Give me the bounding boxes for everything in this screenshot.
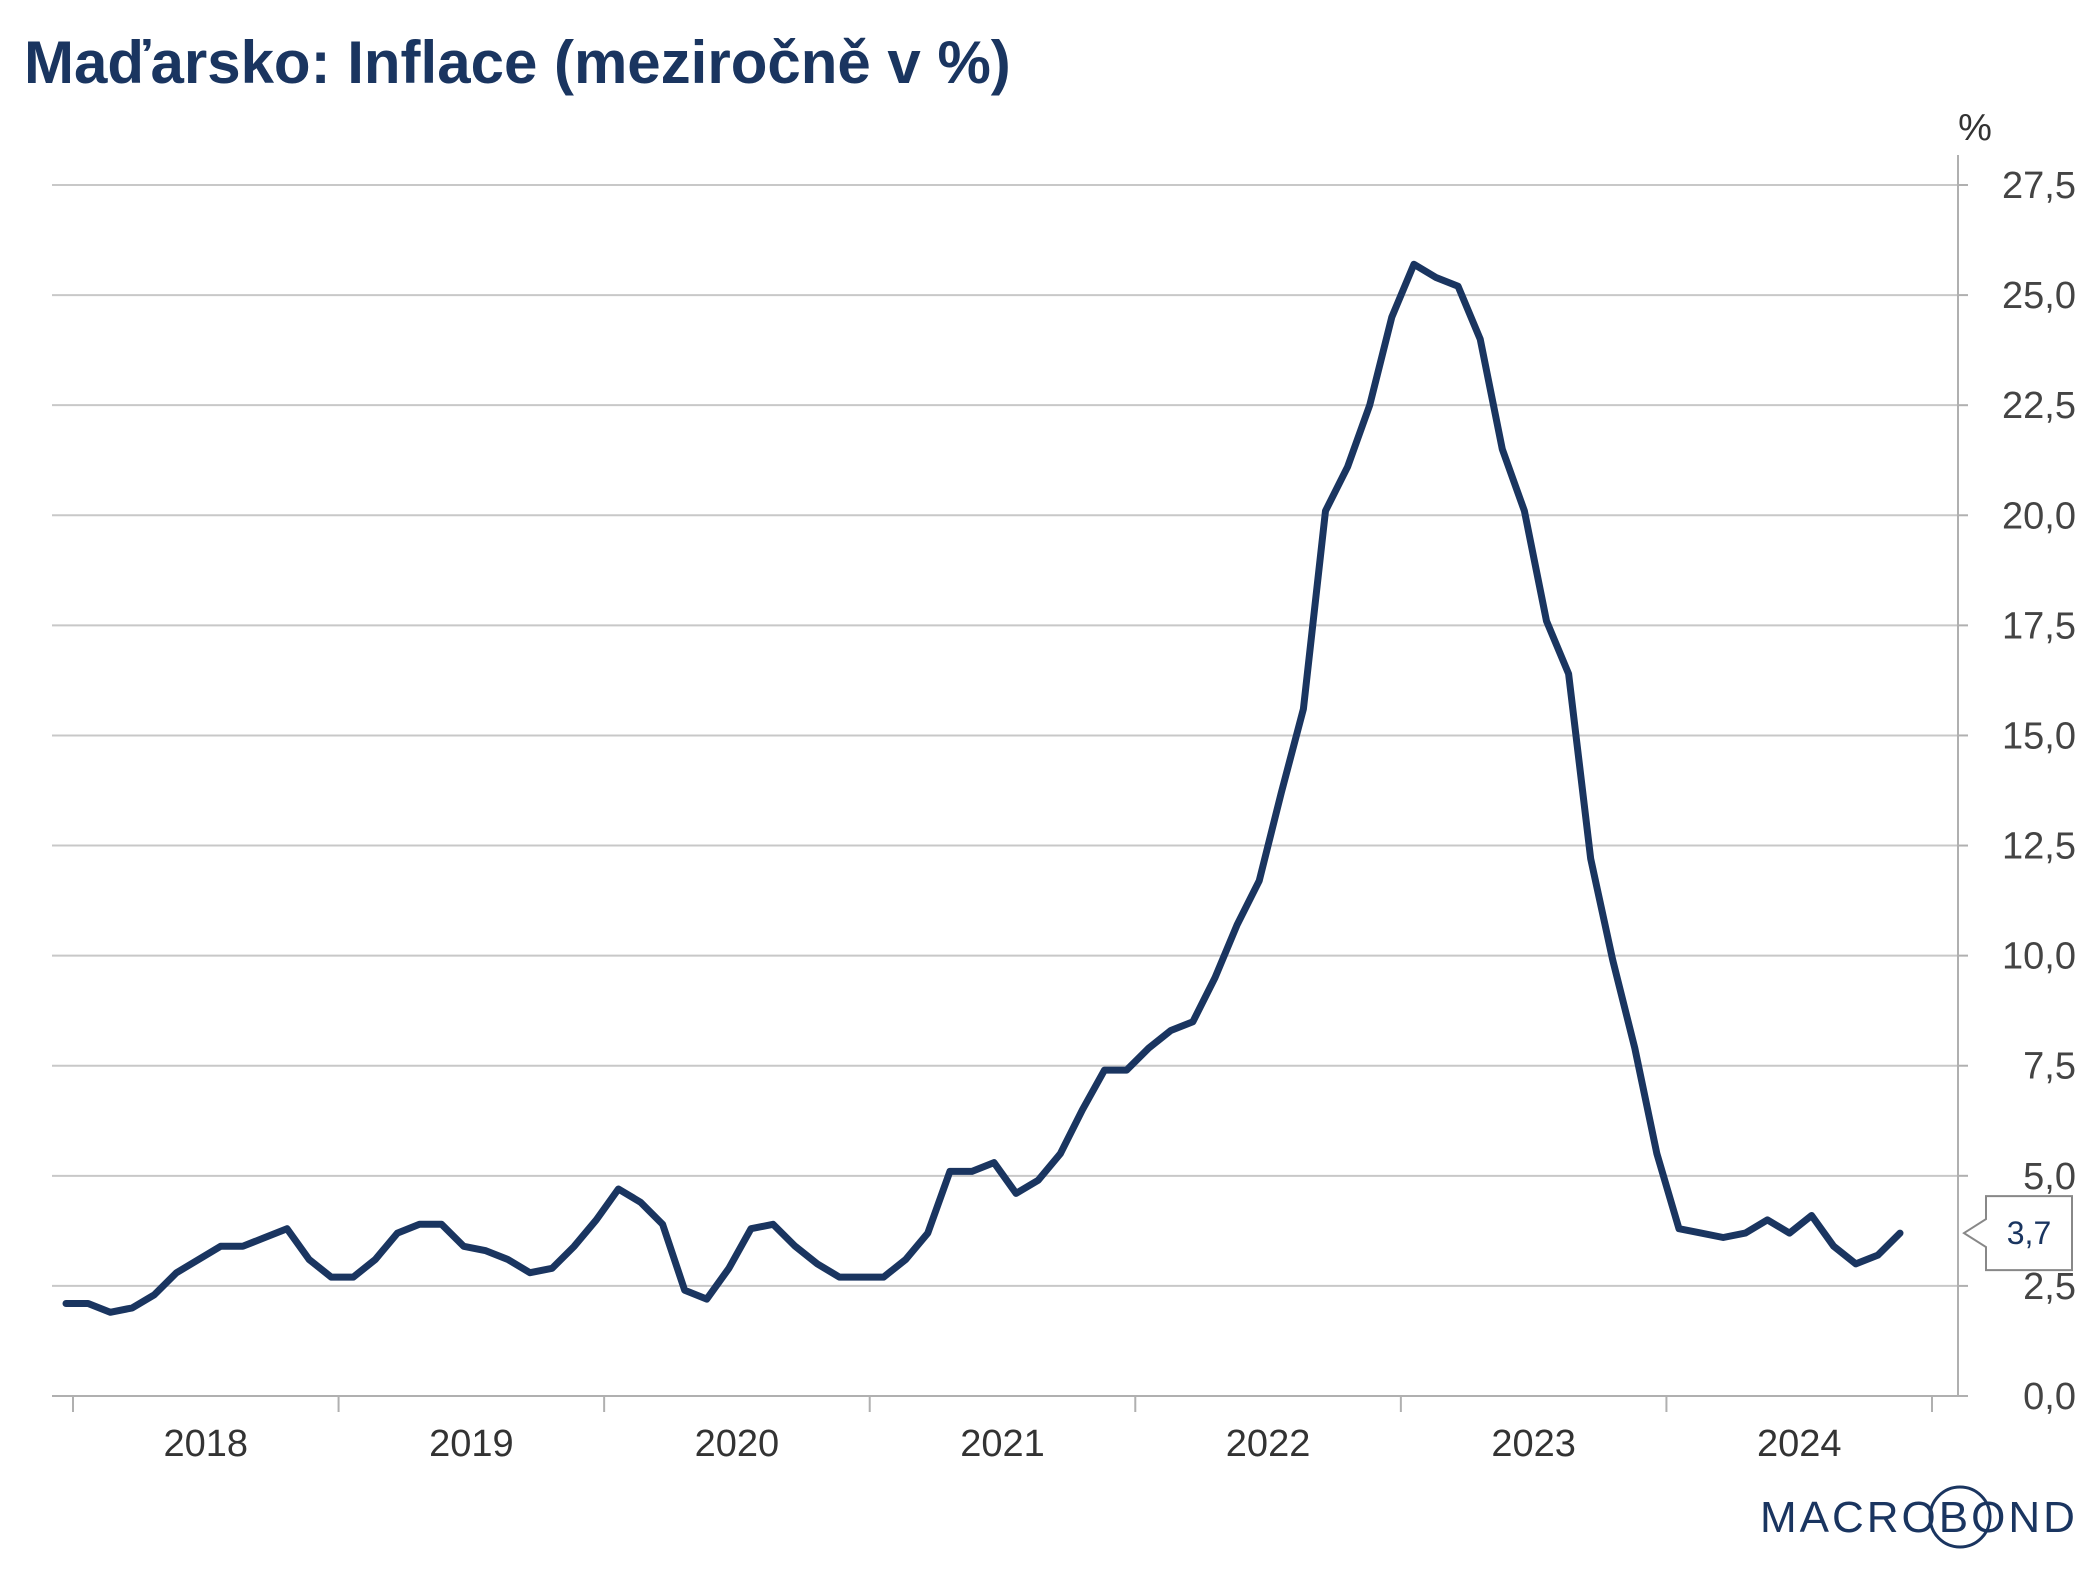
y-tick-label: 5,0	[2023, 1156, 2076, 1198]
y-tick-label: 22,5	[2002, 385, 2076, 427]
last-value-marker	[1962, 1195, 2073, 1272]
macrobond-logo: MACROBOND	[1760, 1485, 2078, 1549]
y-tick-label: 12,5	[2002, 826, 2076, 868]
y-axis-unit: %	[1958, 107, 1992, 149]
series-layer	[62, 260, 1904, 1316]
inflation-series-line	[62, 260, 1904, 1316]
y-tick-label: 0,0	[2023, 1376, 2076, 1418]
y-tick-label: 7,5	[2023, 1046, 2076, 1088]
labels: 0,0 2,5 5,0 7,5 10,0 12,5 15,0 17,5 20,0 22,5 25,0…	[164, 107, 2076, 1465]
y-tick-label: 20,0	[2002, 495, 2076, 537]
y-tick-label: 27,5	[2002, 165, 2076, 207]
x-tick-label: 2018	[164, 1423, 249, 1465]
axes	[72, 155, 1968, 1412]
x-tick-label: 2022	[1226, 1423, 1311, 1465]
y-tick-label: 25,0	[2002, 275, 2076, 317]
y-tick-label: 15,0	[2002, 715, 2076, 757]
x-tick-label: 2023	[1491, 1423, 1576, 1465]
x-tick-label: 2020	[695, 1423, 780, 1465]
x-tick-label: 2021	[960, 1423, 1045, 1465]
last-value-label: 3,7	[2007, 1215, 2051, 1251]
y-tick-label: 10,0	[2002, 936, 2076, 978]
chart-title: Maďarsko: Inflace (meziročně v %)	[24, 29, 1011, 96]
x-tick-label: 2019	[429, 1423, 514, 1465]
y-tick-label: 17,5	[2002, 605, 2076, 647]
logo-ring-icon	[1928, 1485, 1992, 1549]
logo-text: MACROBOND	[1760, 1493, 2078, 1542]
y-tick-label: 2,5	[2023, 1266, 2076, 1308]
x-tick-label: 2024	[1757, 1423, 1842, 1465]
